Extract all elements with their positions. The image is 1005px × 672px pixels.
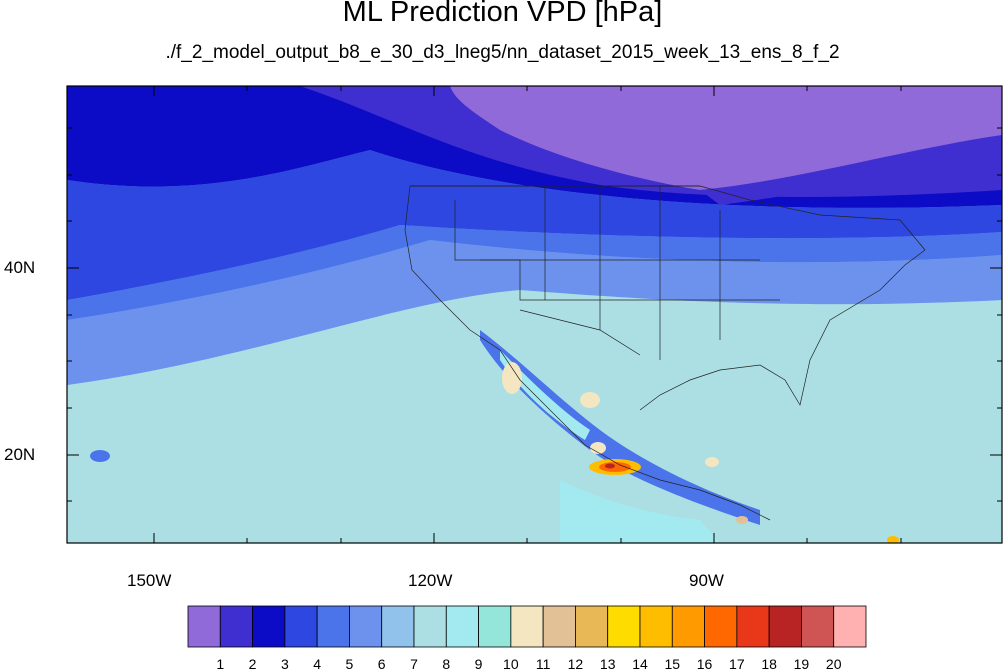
colorbar-label: 4 [313,656,322,672]
colorbar-swatch [639,605,673,648]
colorbar-swatch [445,605,479,648]
lon-tick-label: 90W [689,571,724,590]
axis-ticks [67,86,1002,543]
colorbar-swatch [413,605,447,648]
colorbar-label: 3 [280,656,289,672]
colorbar-label: 16 [696,656,713,672]
colorbar-swatch [542,605,576,648]
colorbar-label: 15 [664,656,681,672]
lon-tick-label: 120W [408,571,453,590]
colorbar-label: 17 [729,656,745,672]
colorbar-swatch [349,605,383,648]
colorbar-label: 12 [567,656,584,672]
colorbar-label: 13 [599,656,616,672]
colorbar-swatch [316,605,350,648]
colorbar-swatch [510,605,544,648]
lat-tick-label: 40N [4,258,36,277]
colorbar-swatch [284,605,318,648]
lat-tick-label: 20N [4,445,36,464]
colorbar-label: 8 [442,656,451,672]
colorbar-label: 19 [793,656,810,672]
colorbar-swatch [575,605,609,648]
colorbar-label: 9 [474,656,483,672]
colorbar-swatch [704,605,738,648]
colorbar-swatch [381,605,415,648]
colorbar-label: 11 [535,656,551,672]
colorbar-swatch [768,605,802,648]
colorbar-swatch [607,605,641,648]
chart-title: ML Prediction VPD [hPa] [342,0,663,28]
colorbar-label: 14 [632,656,648,672]
colorbar-label: 20 [825,656,842,672]
colorbar-label: 6 [377,656,386,672]
colorbar-label: 2 [248,656,257,672]
colorbar-swatch [671,605,705,648]
colorbar-swatch [478,605,512,648]
colorbar-swatch [187,605,221,648]
colorbar-label: 18 [761,656,777,672]
coastlines [404,185,926,521]
colorbar-swatch [252,605,286,648]
vpd-field [67,86,1002,543]
colorbar-swatch [801,605,835,648]
colorbar-swatch [736,605,770,648]
colorbar [187,605,867,648]
colorbar-swatch [833,605,867,648]
colorbar-label: 5 [345,656,354,672]
colorbar-swatch [219,605,253,648]
colorbar-label: 7 [410,656,418,672]
chart-subtitle: ./f_2_model_output_b8_e_30_d3_lneg5/nn_d… [165,42,840,63]
lon-tick-label: 150W [127,571,172,590]
colorbar-label: 10 [503,656,519,672]
colorbar-label: 1 [216,656,225,672]
